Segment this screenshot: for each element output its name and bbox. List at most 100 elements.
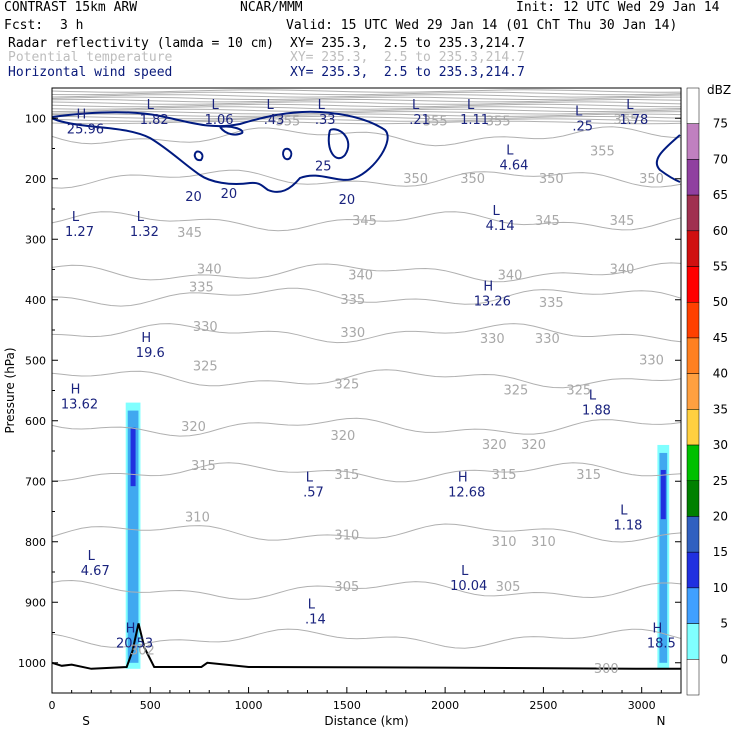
terrain-layer (51, 623, 681, 670)
init-time: Init: 12 UTC Wed 29 Jan 14 (516, 0, 720, 15)
theta-label: 330 (639, 353, 664, 368)
field3-xy: XY= 235.3, 2.5 to 235.3,214.7 (290, 65, 525, 80)
extremum-letter: L (506, 144, 514, 159)
theta-label: 350 (639, 172, 664, 187)
terrain-line (51, 623, 681, 670)
field2-name: Potential temperature (8, 50, 173, 65)
extremum-letter: H (483, 280, 493, 295)
extremum-value: .33 (315, 113, 336, 128)
colorbar-swatch (686, 87, 700, 124)
theta-label: 315 (492, 468, 517, 483)
extremum-letter: H (126, 622, 136, 637)
colorbar-label: 55 (713, 260, 728, 274)
extremum-letter: H (141, 331, 151, 346)
extremum-value: 4.67 (81, 564, 110, 579)
wind-contour-label: 20 (339, 193, 356, 208)
extremum-letter: L (493, 204, 501, 219)
wind-contour (282, 147, 293, 161)
theta-contour (51, 628, 682, 649)
extremum-letter: L (308, 597, 316, 612)
theta-contour (51, 262, 682, 283)
theta-label: 330 (535, 332, 560, 347)
extremum-value: 20.53 (116, 637, 153, 652)
y-tick-label: 100 (25, 112, 46, 125)
reflectivity-cell-core (660, 469, 666, 520)
theta-label: 310 (531, 535, 556, 550)
theta-label: 310 (185, 511, 210, 526)
extremum-letter: L (412, 98, 420, 113)
theta-label: 330 (340, 326, 365, 341)
extremum-letter: L (137, 210, 145, 225)
theta-contour-top (51, 108, 682, 113)
colorbar-swatch (686, 194, 700, 232)
theta-contour (51, 462, 682, 483)
theta-label: 320 (181, 420, 206, 435)
chart-title: CONTRAST 15km ARW (4, 0, 138, 15)
theta-label: 320 (482, 438, 507, 453)
reflectivity-cell-mid (127, 410, 139, 663)
fcst-label: Fcst: (4, 18, 44, 33)
field2-xy: XY= 235.3, 2.5 to 235.3,214.7 (290, 50, 525, 65)
extremum-value: .25 (572, 119, 593, 134)
extremum-letter: L (147, 98, 155, 113)
colorbar-swatch (686, 409, 700, 446)
theta-contour-top (51, 91, 682, 96)
colorbar-swatch (686, 230, 700, 267)
extremum-letter: L (318, 98, 326, 113)
extremum-value: 1.06 (205, 113, 234, 128)
theta-contour-top (51, 120, 682, 125)
y-tick-label: 200 (25, 173, 46, 186)
wind-contour-label: 25 (315, 160, 332, 175)
theta-contour (51, 523, 682, 543)
theta-contour-top (51, 101, 682, 105)
theta-label: 330 (193, 320, 218, 335)
extremum-value: 12.68 (448, 485, 485, 500)
extremum-value: 1.82 (140, 113, 169, 128)
colorbar-label: 75 (713, 117, 728, 131)
colorbar-swatch (686, 587, 700, 624)
extremum-value: .14 (305, 612, 326, 627)
theta-contour (51, 211, 682, 232)
theta-label: 340 (610, 263, 635, 278)
theta-label: 355 (275, 114, 300, 129)
extremum-value: 19.6 (136, 346, 165, 361)
theta-label: 350 (460, 172, 485, 187)
y-axis-title: Pressure (hPa) (3, 347, 17, 433)
theta-label: 350 (539, 172, 564, 187)
north-end-label: N (657, 714, 666, 728)
theta-label: 325 (503, 384, 528, 399)
theta-label: 340 (348, 269, 373, 284)
colorbar-swatch (686, 123, 700, 160)
theta-label: 335 (340, 293, 365, 308)
theta-contour-top (51, 98, 682, 103)
extremum-value: 1.11 (460, 113, 489, 128)
theta-label: 310 (492, 535, 517, 550)
extremum-value: 1.32 (130, 225, 159, 240)
theta-label: 315 (334, 468, 359, 483)
colorbar-title: dBZ (707, 83, 731, 97)
theta-label: 310 (334, 529, 359, 544)
extremum-letter: L (461, 564, 469, 579)
theta-label: 300 (594, 662, 619, 677)
extremum-letter: H (71, 383, 81, 398)
x-tick-label: 0 (49, 699, 56, 712)
theta-label: 335 (189, 281, 214, 296)
extremum-letter: L (306, 470, 314, 485)
y-tick-label: 400 (25, 294, 46, 307)
fcst-value: 3 h (60, 18, 84, 33)
theta-contour-top (51, 96, 681, 100)
y-tick-label: 1000 (18, 657, 46, 670)
colorbar-label: 0 (720, 652, 728, 666)
theta-label: 320 (521, 438, 546, 453)
colorbar-label: 45 (713, 331, 728, 345)
theta-label: 315 (576, 468, 601, 483)
colorbar-label: 35 (713, 402, 728, 416)
wind-contour (193, 150, 204, 162)
extremum-letter: H (77, 107, 87, 122)
theta-label: 355 (590, 145, 615, 160)
colorbar-swatch (686, 266, 700, 303)
theta-label: 345 (177, 226, 202, 241)
extremum-letter: L (88, 549, 96, 564)
